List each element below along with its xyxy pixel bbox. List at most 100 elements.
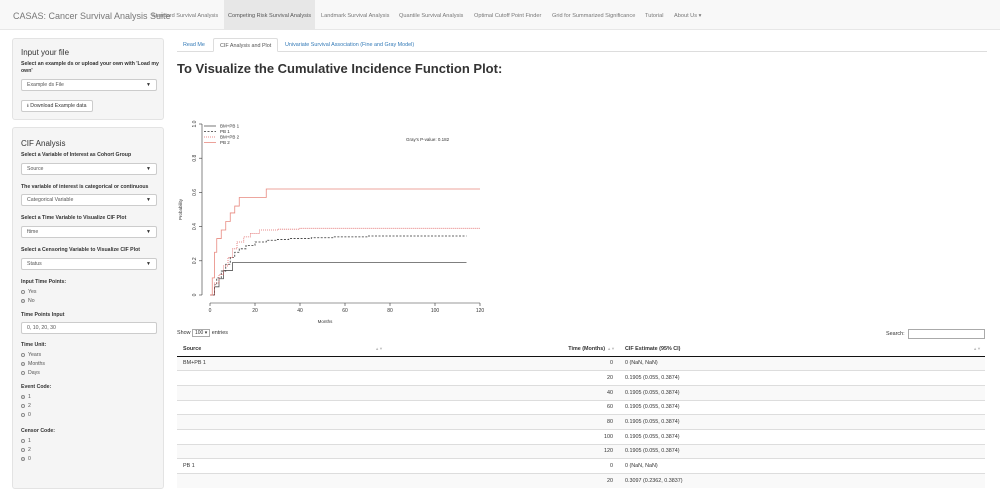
event-code-1-radio[interactable]: 1 [21, 394, 31, 400]
timepoints-label: Input Time Points: [21, 279, 67, 285]
cell-time: 80 [387, 414, 619, 430]
app-brand[interactable]: CASAS: Cancer Survival Analysis Suite [13, 11, 171, 21]
file-panel-title: Input your file [21, 48, 70, 57]
variable-type-label: The variable of interest is categorical … [21, 184, 149, 190]
cell-source [177, 384, 387, 401]
unit-days-radio[interactable]: Days [21, 370, 40, 376]
legend-entry: BM+PB 1 [220, 124, 240, 129]
cif-analysis-panel: CIF Analysis Select a Variable of Intere… [12, 127, 164, 489]
legend-entry: PB 1 [220, 129, 230, 134]
x-tick-label: 20 [252, 308, 258, 314]
column-header-source[interactable]: Source ▲▼ [177, 342, 387, 357]
column-header-time[interactable]: Time (Months) ▲▼ [387, 342, 619, 357]
tab-cif-analysis[interactable]: CIF Analysis and Plot [213, 38, 279, 52]
column-header-cif[interactable]: CIF Estimate (95% CI) ▲▼ [619, 342, 985, 357]
time-variable-select[interactable]: ftime ▼ [21, 226, 157, 238]
radio-label: Months [28, 361, 46, 367]
cell-cif-estimate: 0.1905 (0.055, 0.3874) [619, 414, 985, 430]
censor-code-2-radio[interactable]: 2 [21, 447, 31, 453]
table-row: 20 0.1905 (0.055, 0.3874) [177, 370, 985, 386]
table-row: 100 0.1905 (0.055, 0.3874) [177, 428, 985, 445]
radio-label: 1 [28, 438, 31, 444]
radio-icon [21, 352, 25, 357]
radio-icon [21, 370, 25, 375]
entries-length-control: Show 100 ▾ entries [177, 329, 228, 337]
nav-standard-survival[interactable]: Standard Survival Analysis [152, 13, 219, 19]
nav-optimal-cutoff[interactable]: Optimal Cutoff Point Finder [474, 13, 542, 19]
radio-selected-icon [21, 298, 25, 303]
nav-grid-significance[interactable]: Grid for Summarized Significance [552, 13, 636, 19]
table-search-input[interactable] [908, 329, 985, 339]
cell-source [177, 443, 387, 459]
cohort-select-value: Source [27, 166, 44, 172]
table-row: 80 0.1905 (0.055, 0.3874) [177, 414, 985, 430]
table-row: 120 0.1905 (0.055, 0.3874) [177, 443, 985, 459]
time-variable-label: Select a Time Variable to Visualize CIF … [21, 215, 127, 221]
timepoints-input[interactable]: 0, 10, 20, 30 [21, 322, 157, 334]
cell-time: 0 [387, 458, 619, 474]
cell-cif-estimate: 0 (NaN, NaN) [619, 355, 985, 371]
radio-label: 2 [28, 403, 31, 409]
event-code-2-radio[interactable]: 2 [21, 403, 31, 409]
radio-label: 0 [28, 456, 31, 462]
cell-time: 60 [387, 399, 619, 415]
nav-competing-risk[interactable]: Competing Risk Survival Analysis [224, 0, 316, 30]
radio-label: No [28, 298, 35, 304]
table-row: 20 0.3097 (0.2362, 0.3837) [177, 473, 985, 489]
censor-variable-select[interactable]: Status ▼ [21, 258, 157, 270]
tab-univariate-association[interactable]: Univariate Survival Association (Fine an… [285, 42, 415, 48]
y-tick-label: 0.8 [192, 155, 198, 162]
cell-source: PB 1 [177, 458, 387, 474]
x-axis-label: Months [318, 319, 334, 324]
cell-time: 20 [387, 473, 619, 489]
timepoints-no-radio[interactable]: No [21, 298, 35, 304]
radio-label: 1 [28, 394, 31, 400]
nav-tutorial[interactable]: Tutorial [645, 13, 664, 19]
cell-source [177, 399, 387, 415]
event-code-0-radio[interactable]: 0 [21, 412, 31, 418]
page-title: To Visualize the Cumulative Incidence Fu… [177, 61, 503, 76]
radio-icon [21, 403, 25, 408]
time-unit-label: Time Unit: [21, 342, 47, 348]
file-input-panel: Input your file Select an example ds or … [12, 38, 164, 120]
entries-length-select[interactable]: 100 ▾ [192, 329, 211, 337]
timepoints-yes-radio[interactable]: Yes [21, 289, 36, 295]
cif-curve-bm-pb-1 [210, 262, 467, 296]
radio-label: 2 [28, 447, 31, 453]
y-tick-label: 1.0 [192, 120, 198, 127]
variable-type-select[interactable]: Categorical Variable ▼ [21, 194, 157, 206]
nav-about-us[interactable]: About Us ▾ [674, 13, 702, 19]
cohort-select[interactable]: Source ▼ [21, 163, 157, 175]
cell-cif-estimate: 0.3097 (0.2362, 0.3837) [619, 473, 985, 489]
tab-read-me[interactable]: Read Me [183, 42, 205, 48]
chevron-down-icon: ▼ [146, 261, 151, 267]
download-example-button[interactable]: ⭳ Download Example data [21, 100, 93, 112]
unit-years-radio[interactable]: Years [21, 352, 41, 358]
cif-panel-title: CIF Analysis [21, 139, 66, 148]
cell-time: 40 [387, 384, 619, 401]
main-tabs: Read Me CIF Analysis and Plot Univariate… [177, 38, 987, 52]
cell-time: 120 [387, 443, 619, 459]
event-code-label: Event Code: [21, 384, 52, 390]
nav-landmark-survival[interactable]: Landmark Survival Analysis [321, 13, 390, 19]
censor-code-label: Censor Code: [21, 428, 56, 434]
cell-cif-estimate: 0.1905 (0.055, 0.3874) [619, 428, 985, 445]
cell-cif-estimate: 0.1905 (0.055, 0.3874) [619, 399, 985, 415]
censor-code-0-radio[interactable]: 0 [21, 456, 31, 462]
y-tick-label: 0.4 [192, 223, 198, 230]
cell-time: 100 [387, 428, 619, 445]
censor-code-1-radio[interactable]: 1 [21, 438, 31, 444]
unit-months-radio[interactable]: Months [21, 361, 45, 367]
cell-source [177, 370, 387, 386]
censor-variable-label: Select a Censoring Variable to Visualize… [21, 247, 140, 253]
radio-icon [21, 447, 25, 452]
cell-time: 0 [387, 355, 619, 371]
table-header-row: Source ▲▼ Time (Months) ▲▼ CIF Estimate (9… [177, 342, 985, 357]
dataset-select[interactable]: Example ds File ▼ [21, 79, 157, 91]
cell-source [177, 428, 387, 445]
radio-selected-icon [21, 394, 25, 399]
chevron-down-icon: ▼ [146, 197, 151, 203]
nav-quantile-survival[interactable]: Quantile Survival Analysis [399, 13, 464, 19]
chevron-down-icon: ▼ [146, 82, 151, 88]
